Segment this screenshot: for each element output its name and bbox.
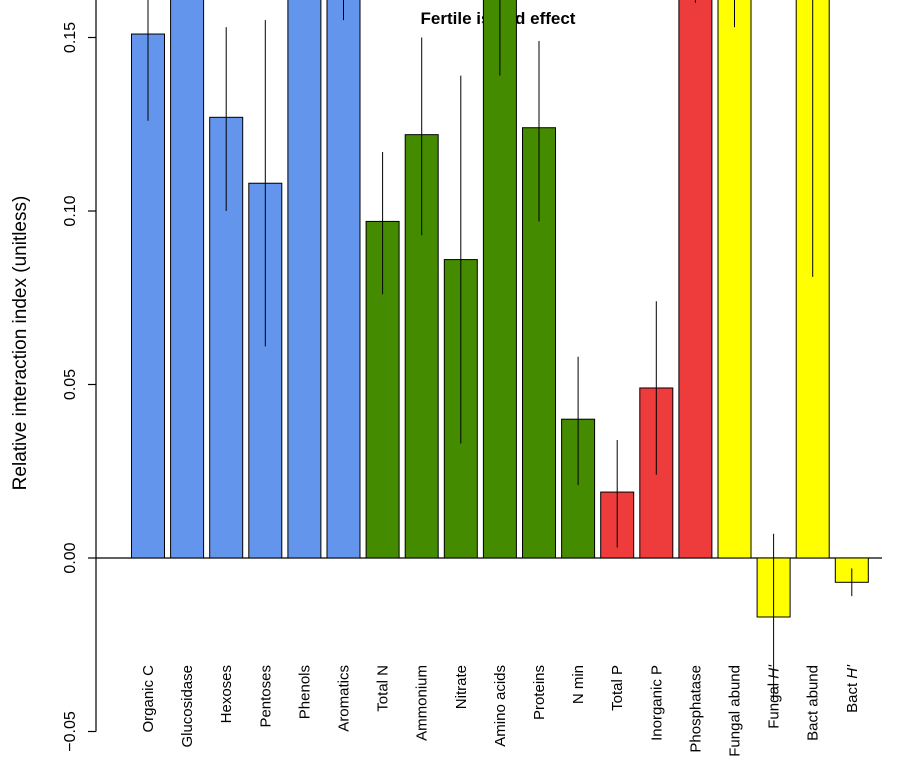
y-tick-label: 0.10 xyxy=(62,195,79,226)
bar xyxy=(170,0,205,559)
bar xyxy=(131,33,165,559)
y-tick-label: 0.15 xyxy=(62,22,79,53)
category-label: Amino acids xyxy=(492,665,509,747)
category-label: Phosphatase xyxy=(687,665,704,753)
category-label: Proteins xyxy=(531,665,548,720)
y-axis: −0.050.000.050.100.150.200.250.30 xyxy=(62,0,97,752)
category-label: Pentoses xyxy=(257,665,274,728)
error-bars xyxy=(147,0,853,701)
bar xyxy=(326,0,361,559)
y-tick-label: 0.00 xyxy=(62,542,79,573)
category-label: Aromatics xyxy=(336,665,353,732)
y-axis-label: Relative interaction index (unitless) xyxy=(10,196,31,491)
bar xyxy=(717,0,752,559)
category-label: Ammonium xyxy=(414,665,431,741)
category-label: Fungal H' xyxy=(766,664,783,729)
category-label: Glucosidase xyxy=(179,665,196,748)
category-label: Bact abund xyxy=(805,665,822,741)
bars xyxy=(131,0,869,618)
category-label: Bact H' xyxy=(844,664,861,713)
category-label: Phenols xyxy=(296,665,313,719)
category-label: Total N xyxy=(375,665,392,712)
category-label: Hexoses xyxy=(218,665,235,723)
category-labels: Organic C Glucosidase Hexoses Pentoses Pheno… xyxy=(140,664,861,757)
category-label: Inorganic P xyxy=(648,665,665,741)
bar xyxy=(482,0,517,559)
category-label: Nitrate xyxy=(453,665,470,709)
bar xyxy=(678,0,713,559)
y-tick-label: −0.05 xyxy=(62,711,79,752)
y-tick-label: 0.05 xyxy=(62,369,79,400)
bar xyxy=(287,0,322,559)
category-label: Fungal abund xyxy=(727,665,744,757)
category-label: Total P xyxy=(609,665,626,711)
category-label: Organic C xyxy=(140,665,157,733)
category-label: N min xyxy=(570,665,587,704)
